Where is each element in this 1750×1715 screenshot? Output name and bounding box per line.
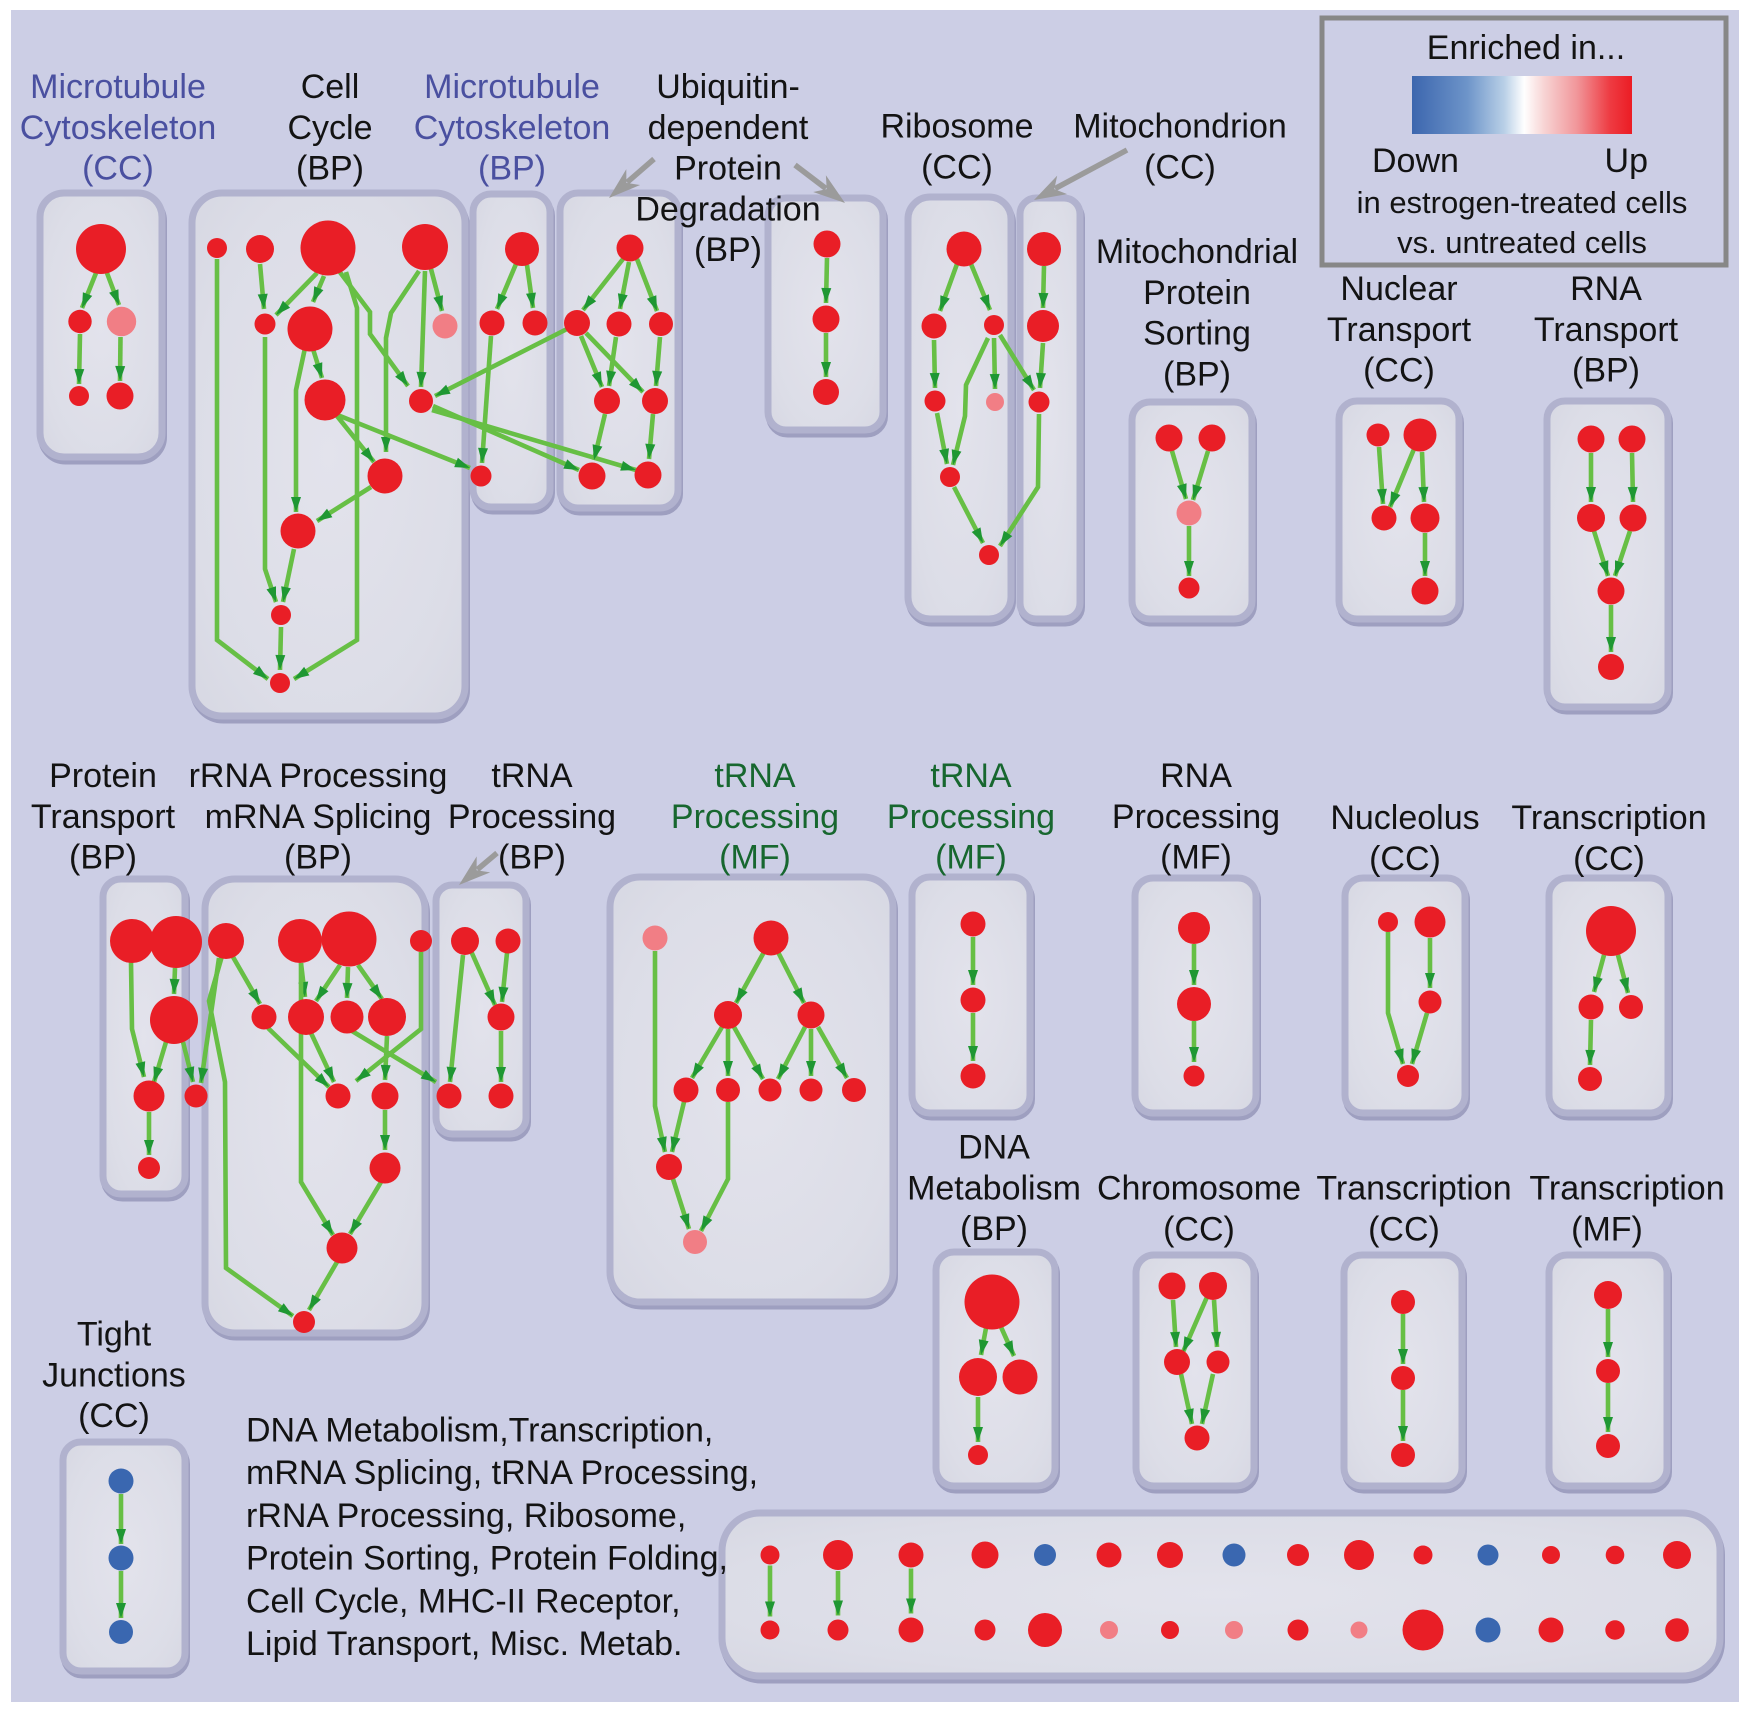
svg-text:(BP): (BP) <box>1163 355 1231 393</box>
svg-text:Processing: Processing <box>671 798 839 836</box>
svg-text:(CC): (CC) <box>78 1397 150 1435</box>
svg-text:(MF): (MF) <box>1571 1210 1643 1248</box>
svg-text:RNA: RNA <box>1570 270 1642 308</box>
svg-text:(MF): (MF) <box>719 839 791 877</box>
svg-text:(BP): (BP) <box>1572 352 1640 390</box>
svg-text:Processing: Processing <box>1112 798 1280 836</box>
svg-text:Processing: Processing <box>448 798 616 836</box>
svg-text:(CC): (CC) <box>921 148 993 186</box>
svg-text:Nucleolus: Nucleolus <box>1330 799 1479 837</box>
svg-text:rRNA Processing, Ribosome,: rRNA Processing, Ribosome, <box>246 1497 686 1535</box>
svg-text:(CC): (CC) <box>1369 840 1441 878</box>
svg-text:Microtubule: Microtubule <box>424 68 600 106</box>
svg-text:Degradation: Degradation <box>635 190 820 228</box>
svg-text:(CC): (CC) <box>1163 1210 1235 1248</box>
svg-text:Protein Sorting, Protein Foldi: Protein Sorting, Protein Folding, <box>246 1540 728 1578</box>
svg-text:Cycle: Cycle <box>287 109 372 147</box>
svg-text:(CC): (CC) <box>82 150 154 188</box>
svg-text:(BP): (BP) <box>284 839 352 877</box>
svg-text:in estrogen-treated cells: in estrogen-treated cells <box>1357 185 1688 220</box>
svg-text:Protein: Protein <box>1143 274 1251 312</box>
svg-text:Transcription: Transcription <box>1511 799 1706 837</box>
svg-text:Chromosome: Chromosome <box>1097 1170 1301 1208</box>
svg-text:dependent: dependent <box>648 109 809 147</box>
svg-text:Cell Cycle, MHC-II Receptor,: Cell Cycle, MHC-II Receptor, <box>246 1582 681 1620</box>
svg-text:DNA Metabolism,Transcription,: DNA Metabolism,Transcription, <box>246 1412 713 1450</box>
svg-text:(BP): (BP) <box>296 150 364 188</box>
svg-text:Ribosome: Ribosome <box>880 108 1033 146</box>
svg-text:Protein: Protein <box>674 150 782 188</box>
svg-text:Enriched in...: Enriched in... <box>1427 29 1625 67</box>
svg-text:Microtubule: Microtubule <box>30 68 206 106</box>
svg-text:Transcription: Transcription <box>1529 1170 1724 1208</box>
svg-text:(BP): (BP) <box>478 150 546 188</box>
svg-text:rRNA Processing: rRNA Processing <box>189 757 448 795</box>
svg-text:Metabolism: Metabolism <box>907 1169 1081 1207</box>
svg-text:vs. untreated cells: vs. untreated cells <box>1397 225 1647 260</box>
svg-text:(CC): (CC) <box>1368 1210 1440 1248</box>
svg-text:(BP): (BP) <box>498 839 566 877</box>
svg-text:mRNA Splicing: mRNA Splicing <box>205 798 432 836</box>
svg-text:Transport: Transport <box>31 798 176 836</box>
svg-text:Tight: Tight <box>77 1316 152 1354</box>
svg-text:Cytoskeleton: Cytoskeleton <box>414 109 611 147</box>
svg-text:Sorting: Sorting <box>1143 315 1251 353</box>
svg-text:Nuclear: Nuclear <box>1340 270 1457 308</box>
svg-text:Mitochondrion: Mitochondrion <box>1073 108 1287 146</box>
svg-text:(BP): (BP) <box>694 231 762 269</box>
svg-text:Protein: Protein <box>49 757 157 795</box>
svg-text:tRNA: tRNA <box>491 757 573 795</box>
svg-text:Ubiquitin-: Ubiquitin- <box>656 68 800 106</box>
svg-text:(BP): (BP) <box>960 1210 1028 1248</box>
svg-text:mRNA Splicing, tRNA Processing: mRNA Splicing, tRNA Processing, <box>246 1454 758 1492</box>
svg-text:Junctions: Junctions <box>42 1356 186 1394</box>
svg-text:tRNA: tRNA <box>930 757 1012 795</box>
svg-text:DNA: DNA <box>958 1129 1030 1167</box>
svg-text:Lipid Transport, Misc. Metab.: Lipid Transport, Misc. Metab. <box>246 1625 683 1663</box>
svg-text:Transport: Transport <box>1327 311 1472 349</box>
svg-text:Transport: Transport <box>1534 311 1679 349</box>
svg-text:(CC): (CC) <box>1363 352 1435 390</box>
svg-text:Processing: Processing <box>887 798 1055 836</box>
svg-text:(BP): (BP) <box>69 839 137 877</box>
svg-text:Down: Down <box>1372 142 1459 180</box>
svg-text:Up: Up <box>1605 142 1648 180</box>
svg-text:Mitochondrial: Mitochondrial <box>1096 233 1298 271</box>
svg-text:Transcription: Transcription <box>1316 1170 1511 1208</box>
svg-text:tRNA: tRNA <box>714 757 796 795</box>
svg-text:(MF): (MF) <box>1160 839 1232 877</box>
svg-text:(CC): (CC) <box>1144 148 1216 186</box>
svg-text:(MF): (MF) <box>935 839 1007 877</box>
svg-text:Cell: Cell <box>301 68 360 106</box>
svg-text:(CC): (CC) <box>1573 840 1645 878</box>
svg-text:Cytoskeleton: Cytoskeleton <box>20 109 217 147</box>
svg-text:RNA: RNA <box>1160 757 1232 795</box>
